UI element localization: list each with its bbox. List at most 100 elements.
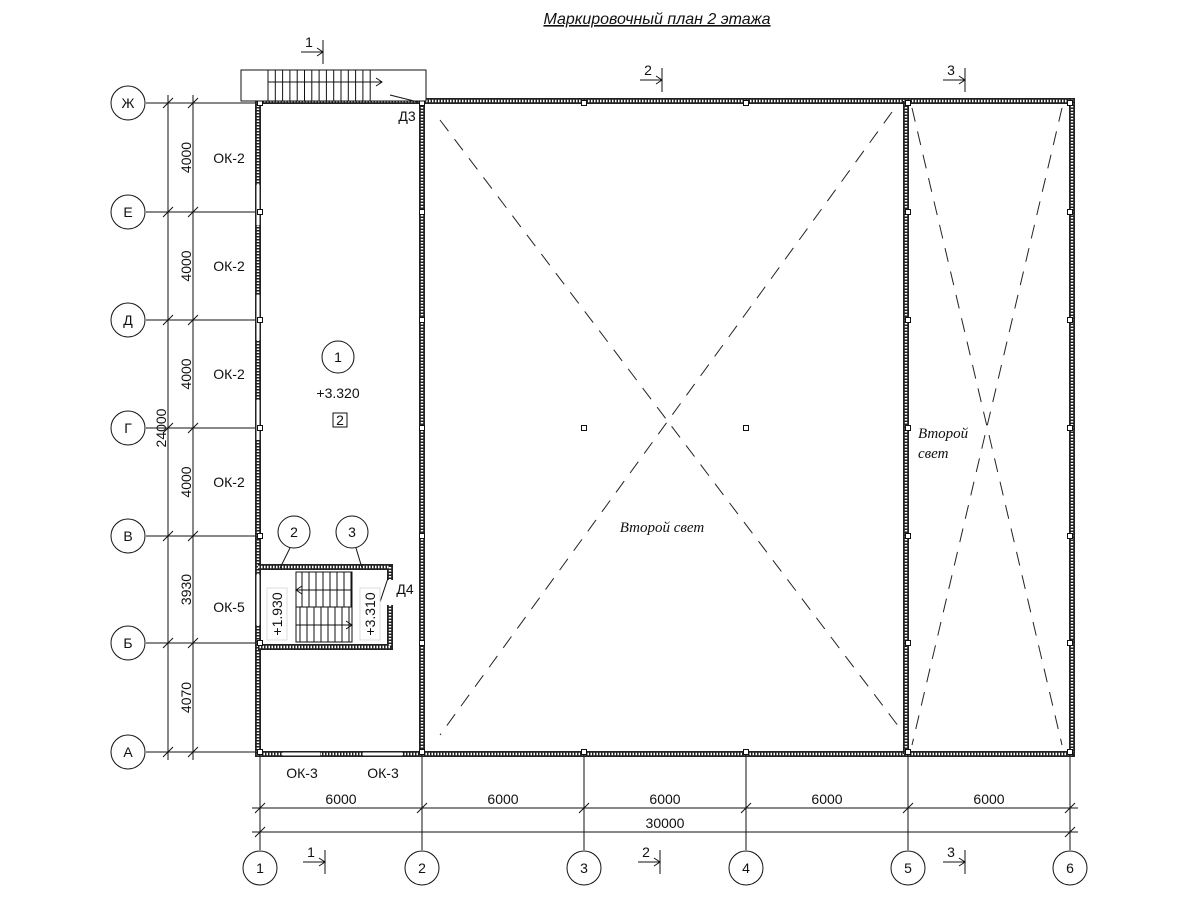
row-dimension: 4000 [178, 358, 194, 389]
window-label: ОК-2 [213, 474, 245, 490]
room-3-level: +3.310 [362, 592, 378, 635]
dimension-tick [187, 530, 199, 542]
column-marker [257, 209, 263, 215]
double-height-label-small: Второй [918, 426, 969, 442]
row-axis-label: Б [123, 635, 132, 651]
section-arrow-icon [655, 75, 663, 85]
column-axis-bubble [728, 850, 764, 886]
room-2-number: 2 [290, 524, 298, 540]
column-marker [419, 317, 425, 323]
row-axis-bubble [110, 194, 146, 230]
column-marker [257, 317, 263, 323]
section-arrow-icon [958, 75, 966, 85]
dimension-tick [162, 530, 174, 542]
column-axis-bubble [404, 850, 440, 886]
drawing-title: Маркировочный план 2 этажа [543, 11, 770, 28]
row-axis-label: Ж [122, 95, 135, 111]
column-marker [1067, 209, 1073, 215]
section-mark-1-top-label: 1 [305, 34, 313, 50]
column-marker [743, 749, 749, 755]
door-swing [389, 94, 419, 103]
dimension-tick [187, 637, 199, 649]
column-dimension: 6000 [649, 791, 680, 807]
double-height-label: Второй свет [620, 520, 705, 536]
dimension-tick [187, 206, 199, 218]
column-axis-bubble [242, 850, 278, 886]
column-marker [419, 749, 425, 755]
dimension-tick [740, 802, 752, 814]
column-marker [419, 640, 425, 646]
row-dimension: 4000 [178, 142, 194, 173]
column-marker [257, 425, 263, 431]
row-axis-label: А [123, 744, 133, 760]
column-axis-label: 1 [256, 860, 264, 876]
column-total-dimension: 30000 [646, 815, 685, 831]
row-total-dimension: 24000 [153, 408, 169, 447]
dimension-tick [187, 422, 199, 434]
dimension-tick [187, 314, 199, 326]
dimension-tick [416, 802, 428, 814]
row-dimension: 4000 [178, 466, 194, 497]
dimension-tick [162, 637, 174, 649]
dimension-tick [162, 422, 174, 434]
column-marker [905, 533, 911, 539]
window-label: ОК-2 [213, 258, 245, 274]
dimension-tick [187, 746, 199, 758]
leader-line [279, 547, 291, 569]
double-height-diagonal [911, 107, 1063, 746]
column-dimension: 6000 [487, 791, 518, 807]
dimension-tick [162, 97, 174, 109]
column-dimension: 6000 [973, 791, 1004, 807]
column-marker [419, 209, 425, 215]
door-label-d4: Д4 [396, 581, 413, 597]
dimension-tick [1064, 826, 1076, 838]
window-label: ОК-3 [367, 765, 399, 781]
dimension-tick [1064, 802, 1076, 814]
row-axis-label: Е [123, 204, 132, 220]
double-height-diagonal [911, 107, 1063, 746]
row-axis-bubble [110, 302, 146, 338]
column-marker [1067, 749, 1073, 755]
column-marker [743, 100, 749, 106]
column-marker [905, 100, 911, 106]
section-mark-3-top-label: 3 [947, 62, 955, 78]
row-axis-bubble [110, 625, 146, 661]
room-tag-box [332, 412, 348, 428]
stair-arrow-icon [375, 77, 383, 87]
row-axis-label: В [123, 528, 132, 544]
row-axis-bubble [110, 410, 146, 446]
column-marker [581, 100, 587, 106]
row-axis-label: Г [124, 420, 132, 436]
dimension-tick [162, 206, 174, 218]
section-mark-1-bottom-label: 1 [307, 844, 315, 860]
stair-wall-top-hatch [258, 565, 392, 580]
column-marker [905, 640, 911, 646]
column-marker [905, 317, 911, 323]
stair-arrow-icon [345, 620, 353, 630]
column-marker [257, 533, 263, 539]
level-box [266, 587, 288, 641]
double-height-label-small: свет [918, 446, 949, 462]
window-label: ОК-2 [213, 366, 245, 382]
column-marker [1067, 533, 1073, 539]
column-axis-label: 4 [742, 860, 750, 876]
column-axis-bubble [890, 850, 926, 886]
section-mark-2-bottom-label: 2 [642, 844, 650, 860]
door-swing [379, 577, 389, 603]
room-number-circle [335, 515, 369, 549]
row-dimension: 4000 [178, 250, 194, 281]
row-dimension: 3930 [178, 574, 194, 605]
room-2-level: +1.930 [269, 592, 285, 635]
column-axis-bubble [566, 850, 602, 886]
column-axis-label: 5 [904, 860, 912, 876]
column-axis-label: 3 [580, 860, 588, 876]
row-axis-bubble [110, 734, 146, 770]
column-marker [905, 749, 911, 755]
row-dimension: 4070 [178, 682, 194, 713]
dimension-tick [162, 314, 174, 326]
column-marker [419, 533, 425, 539]
column-dimension: 6000 [325, 791, 356, 807]
dimension-tick [162, 746, 174, 758]
column-marker [1067, 317, 1073, 323]
